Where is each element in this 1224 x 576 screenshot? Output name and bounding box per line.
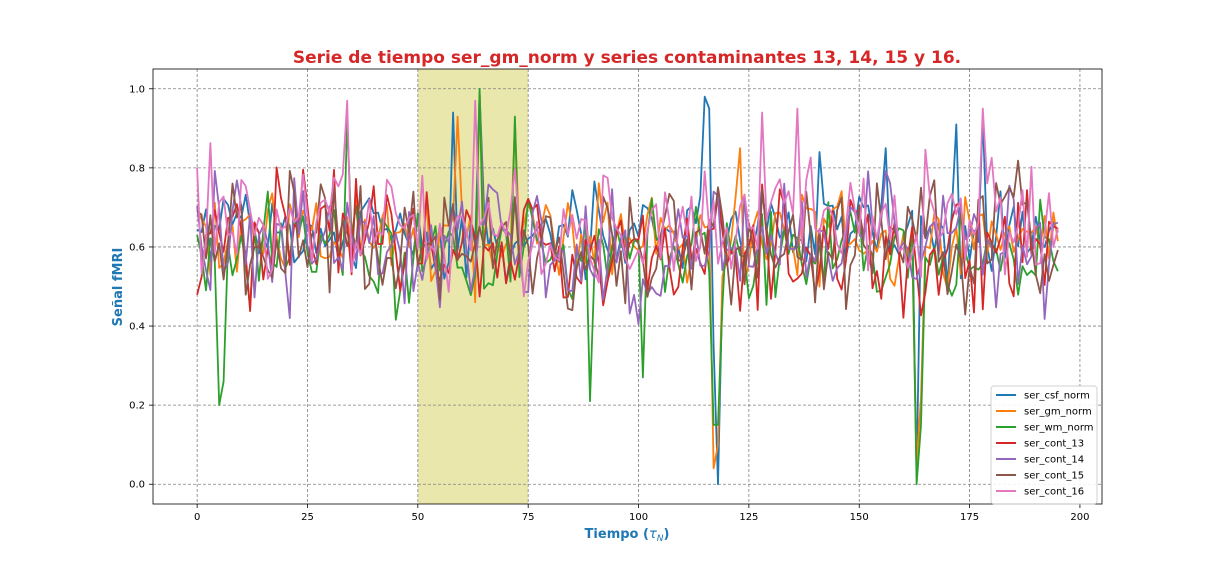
series-line-ser_cont_16 — [196, 99, 1059, 298]
chart-title: Serie de tiempo ser_gm_norm y series con… — [293, 48, 961, 68]
legend-label: ser_cont_16 — [1024, 487, 1084, 498]
y-tick-label: 0.4 — [129, 322, 145, 333]
x-tick-label: 150 — [850, 512, 869, 523]
x-tick-label: 25 — [301, 512, 314, 523]
legend: ser_csf_norm ser_gm_norm ser_wm_norm ser_co… — [990, 385, 1098, 505]
legend-label: ser_cont_13 — [1024, 439, 1084, 450]
x-axis-ticks: 0 25 50 75 100 125 150 175 200 — [194, 504, 1089, 523]
y-tick-label: 0.6 — [129, 242, 145, 253]
x-tick-label: 100 — [629, 512, 648, 523]
legend-box — [990, 385, 1098, 505]
legend-label: ser_gm_norm — [1024, 407, 1092, 418]
legend-label: ser_wm_norm — [1024, 423, 1094, 434]
x-tick-label: 0 — [194, 512, 200, 523]
legend-label: ser_cont_15 — [1024, 471, 1084, 482]
y-axis-label: Señal fMRI — [111, 248, 126, 327]
y-tick-label: 1.0 — [129, 84, 145, 95]
x-tick-label: 200 — [1070, 512, 1089, 523]
plot-frame — [152, 68, 1103, 505]
y-axis-ticks: 0.0 0.2 0.4 0.6 0.8 1.0 — [129, 84, 153, 491]
y-tick-label: 0.2 — [129, 401, 145, 412]
x-tick-label: 50 — [411, 512, 424, 523]
x-tick-label: 125 — [739, 512, 758, 523]
legend-label: ser_csf_norm — [1024, 391, 1090, 402]
x-tick-label: 175 — [960, 512, 979, 523]
legend-label: ser_cont_14 — [1024, 455, 1084, 466]
series-line-ser_cont_15 — [196, 159, 1059, 316]
x-axis-label: Tiempo (τN) — [585, 527, 670, 544]
series-layer — [196, 87, 1059, 486]
y-tick-label: 0.8 — [129, 163, 145, 174]
y-tick-label: 0.0 — [129, 480, 145, 491]
x-tick-label: 75 — [522, 512, 535, 523]
